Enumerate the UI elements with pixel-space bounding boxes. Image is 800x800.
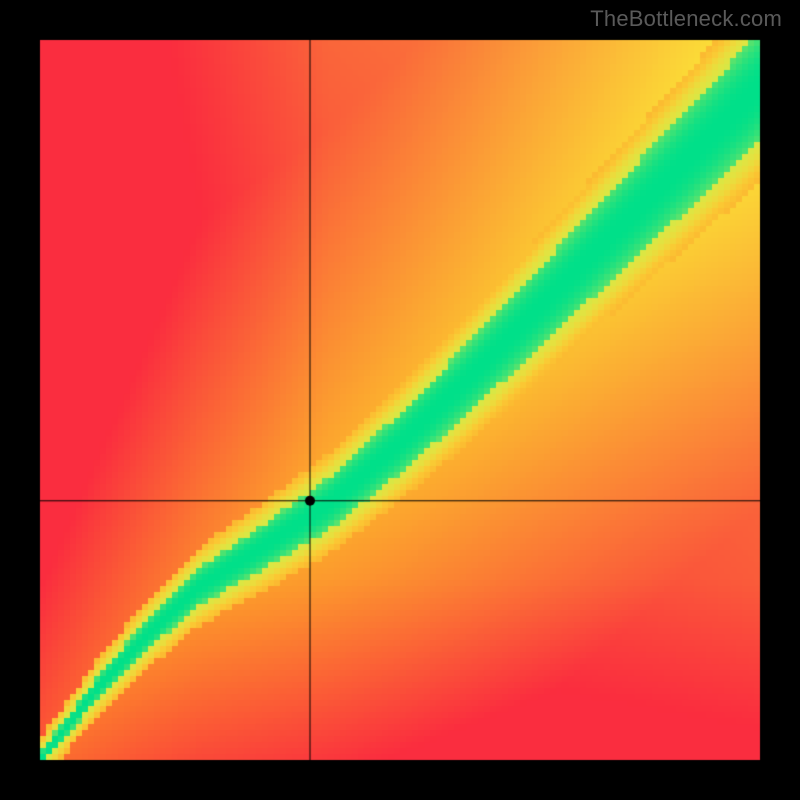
bottleneck-heatmap xyxy=(0,0,800,800)
watermark-label: TheBottleneck.com xyxy=(590,6,782,32)
chart-container: TheBottleneck.com xyxy=(0,0,800,800)
